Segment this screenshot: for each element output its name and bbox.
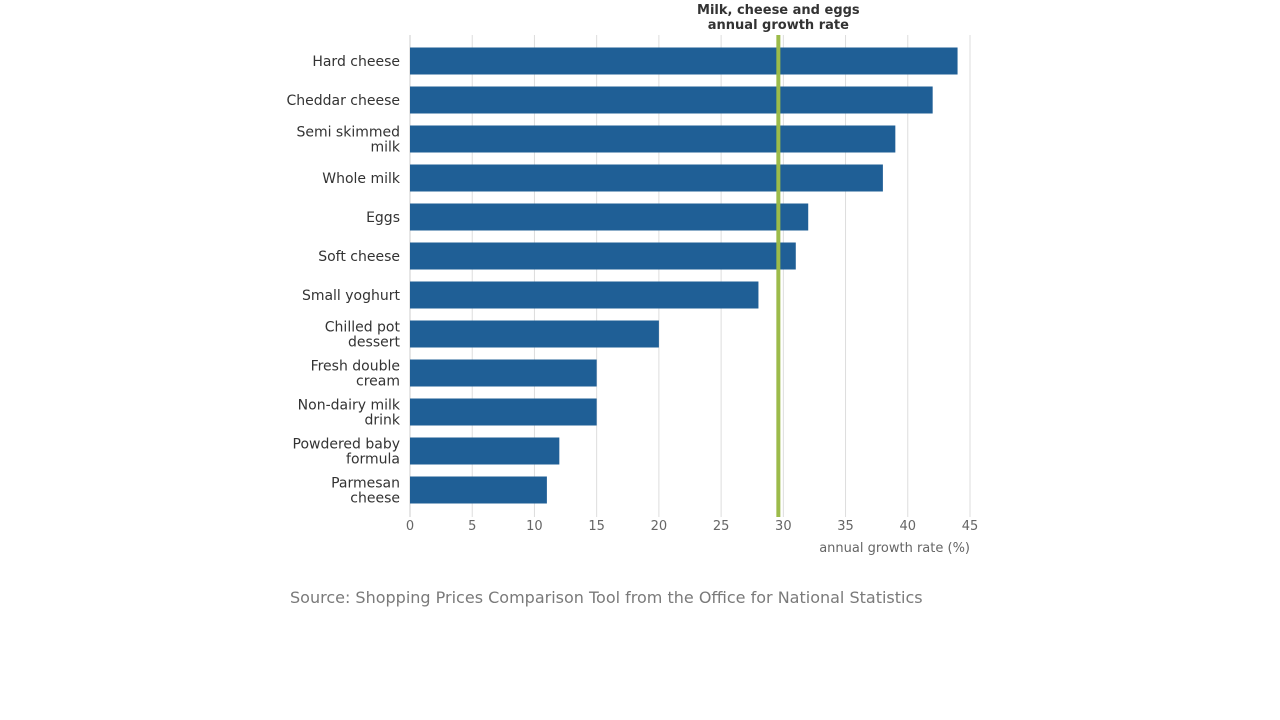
x-tick-label: 15	[588, 519, 605, 534]
category-label: Eggs	[366, 210, 400, 226]
bar	[410, 203, 809, 231]
bar	[410, 281, 759, 309]
x-tick-label: 5	[468, 519, 476, 534]
category-label: drink	[364, 413, 400, 429]
category-label: Powdered baby	[293, 437, 401, 453]
bar	[410, 476, 547, 504]
category-label: cream	[356, 374, 400, 390]
bar	[410, 86, 933, 114]
bar	[410, 437, 560, 465]
category-label: Semi skimmed	[296, 125, 400, 141]
category-label: Cheddar cheese	[286, 93, 400, 109]
bar	[410, 47, 958, 75]
bar-chart: Milk, cheese and eggs annual growth rate …	[286, 3, 978, 556]
x-tick-label: 10	[526, 519, 543, 534]
bar	[410, 320, 659, 348]
x-tick-label: 0	[406, 519, 414, 534]
category-label: formula	[346, 452, 400, 468]
reference-line-label: annual growth rate	[708, 18, 849, 33]
x-axis-title: annual growth rate (%)	[819, 541, 970, 556]
x-tick-label: 45	[962, 519, 979, 534]
x-tick-label: 25	[713, 519, 730, 534]
bar	[410, 242, 796, 270]
x-axis-ticks: 0 5 10 15 20 25 30 35 40 45	[406, 519, 978, 534]
category-label: Parmesan	[331, 476, 400, 492]
x-tick-label: 40	[900, 519, 917, 534]
category-label: Soft cheese	[318, 249, 400, 265]
category-label: Small yoghurt	[302, 288, 401, 304]
category-label: cheese	[350, 491, 400, 507]
category-label: milk	[370, 140, 400, 156]
source-note: Source: Shopping Prices Comparison Tool …	[290, 588, 923, 607]
bar	[410, 125, 896, 153]
category-label: Chilled pot	[325, 320, 401, 336]
reference-line-label: Milk, cheese and eggs	[697, 3, 860, 18]
category-label: Whole milk	[322, 171, 401, 187]
x-tick-label: 30	[775, 519, 792, 534]
bar	[410, 359, 597, 387]
gridlines	[409, 35, 971, 517]
bars	[410, 47, 958, 504]
category-label: dessert	[348, 335, 400, 351]
bar	[410, 398, 597, 426]
x-tick-label: 20	[651, 519, 668, 534]
category-label: Non-dairy milk	[298, 398, 401, 414]
category-label: Hard cheese	[312, 54, 400, 70]
x-tick-label: 35	[837, 519, 854, 534]
category-labels: Hard cheese Cheddar cheese Semi skimmedmil…	[286, 54, 400, 507]
category-label: Fresh double	[311, 359, 400, 375]
bar	[410, 164, 883, 192]
